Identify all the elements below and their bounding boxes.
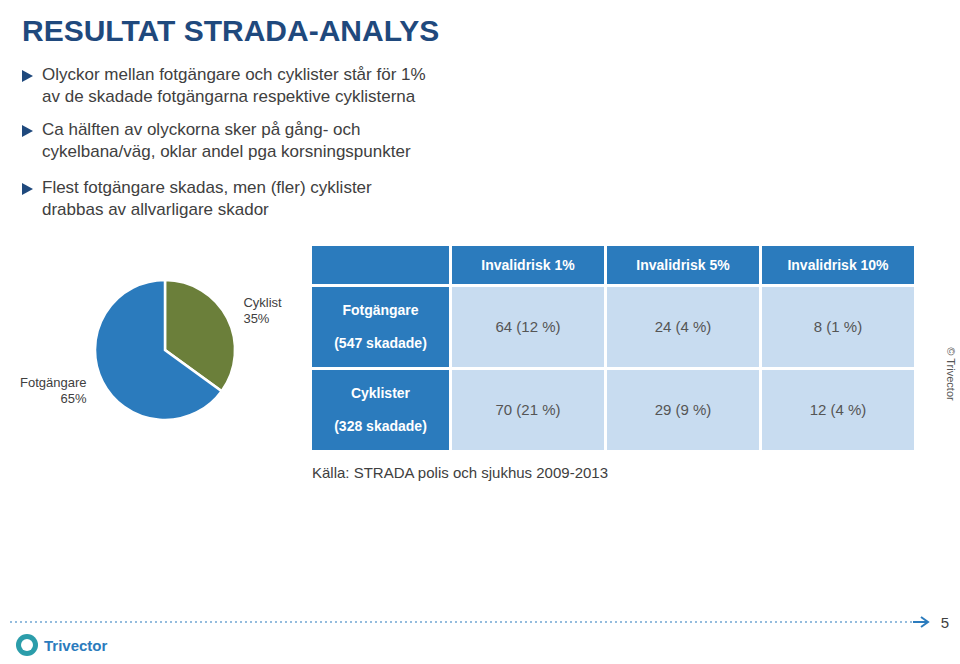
html-text:Invalidrisk 10%: Invalidrisk 10% — [787, 257, 889, 273]
html-text:Flest fotgängare skadas, men (: Flest fotgängare skadas, men (fler) cykl… — [42, 178, 372, 219]
html-text:Olyckor mellan fotgängare och: Olyckor mellan fotgängare och cyklister … — [42, 65, 426, 106]
html-text:70 (21 %): 70 (21 %) — [495, 401, 561, 418]
html-text:© Trivector: © Trivector — [945, 347, 957, 401]
html-text:24 (4 %): 24 (4 %) — [654, 318, 712, 335]
svg-text:Cyklist35%: Cyklist35% — [243, 295, 282, 326]
html-text:64 (12 %): 64 (12 %) — [495, 318, 561, 335]
html-text:Cyklister (328 skadade): Cyklister (328 skadade) — [334, 384, 427, 435]
html-text:Fotgängare (547 skadade): Fotgängare (547 skadade) — [334, 301, 427, 352]
svg-text:Fotgängare65%: Fotgängare65% — [20, 375, 87, 406]
html-text:12 (4 %): 12 (4 %) — [809, 401, 867, 418]
html-text:Trivector: Trivector — [44, 636, 108, 654]
html-text:29 (9 %): 29 (9 %) — [654, 401, 712, 418]
html-text:Källa: STRADA polis och sjukhu: Källa: STRADA polis och sjukhus 2009-201… — [312, 464, 608, 481]
html-text:Invalidrisk 1%: Invalidrisk 1% — [481, 257, 575, 273]
html-text:5: 5 — [940, 613, 950, 631]
html-text:Ca hälften av olyckorna sker p: Ca hälften av olyckorna sker på gång- oc… — [42, 120, 411, 161]
html-text:RESULTAT STRADA-ANALYS: RESULTAT STRADA-ANALYS — [22, 14, 440, 47]
html-text:8 (1 %): 8 (1 %) — [813, 318, 863, 335]
html-text:Invalidrisk 5%: Invalidrisk 5% — [636, 257, 730, 273]
